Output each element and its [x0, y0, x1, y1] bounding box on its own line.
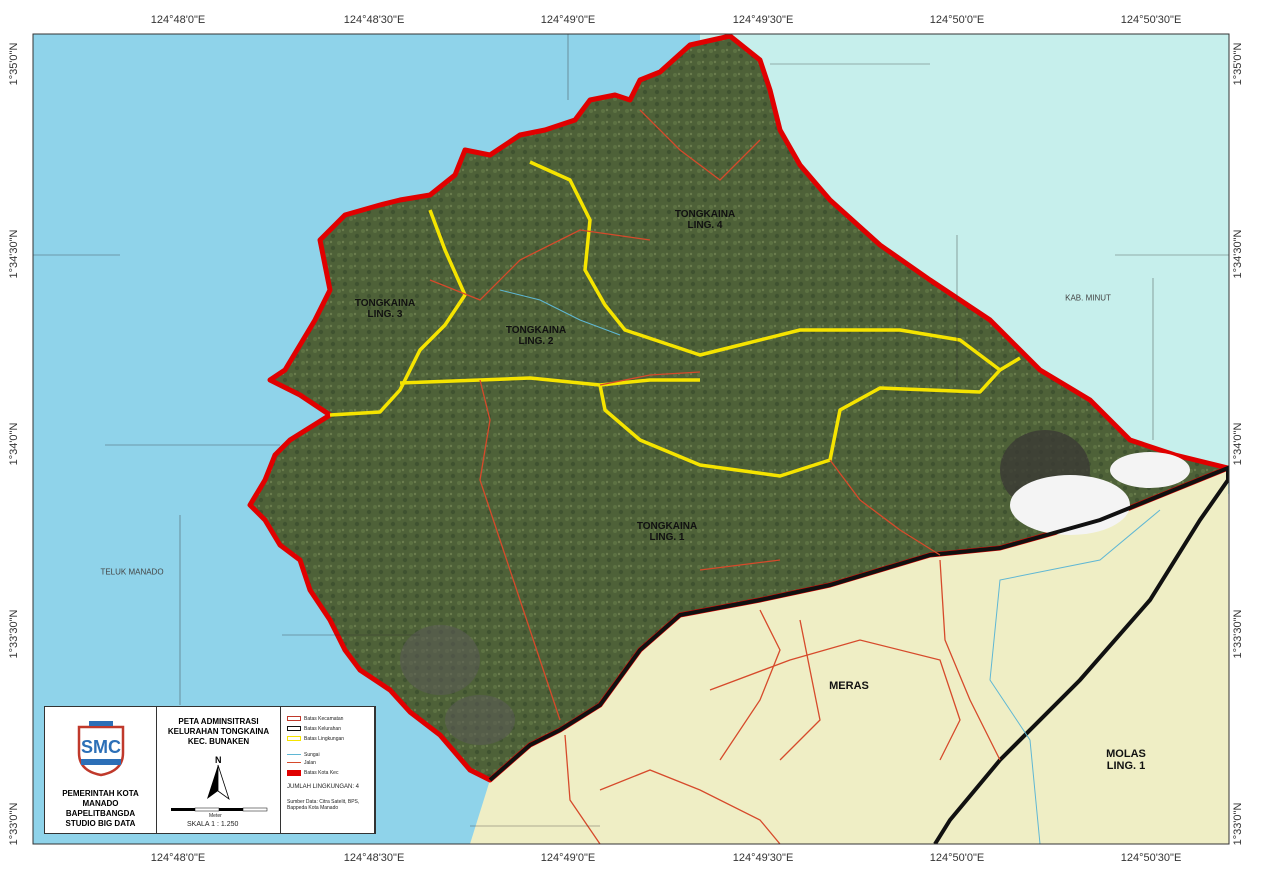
- tongkaina-land: [247, 34, 1229, 783]
- lon-label: 124°48'30"E: [343, 14, 405, 26]
- lon-label: 124°49'30"E: [732, 852, 794, 864]
- legend-swatch: [287, 762, 301, 764]
- legend-swatch: [287, 754, 301, 756]
- legend-count: JUMLAH LINGKUNGAN: 4: [287, 784, 360, 790]
- lon-label: 124°48'0"E: [150, 852, 206, 864]
- lat-label: 1°33'0"N: [8, 802, 20, 846]
- legend-logo-column: SMC PEMERINTAH KOTA MANADO BAPELITBANGDA…: [45, 707, 157, 833]
- legend-items-column: Batas Kecamatan Batas Kelurahan Batas Li…: [281, 707, 375, 833]
- north-arrow-icon: [207, 764, 230, 801]
- lon-label: 124°49'0"E: [540, 14, 596, 26]
- lat-label: 1°33'30"N: [1232, 609, 1244, 659]
- lat-label: 1°34'30"N: [1232, 229, 1244, 279]
- cloud: [1110, 452, 1190, 488]
- area-label-molas[interactable]: MOLAS LING. 1: [1106, 748, 1146, 772]
- lon-label: 124°49'30"E: [732, 14, 794, 26]
- legend-swatch: [287, 769, 301, 776]
- kelurahan-boundary: [488, 465, 1229, 844]
- legend-item: Batas Kecamatan: [287, 715, 343, 723]
- lon-label: 124°50'30"E: [1120, 852, 1182, 864]
- lon-label: 124°48'0"E: [150, 14, 206, 26]
- legend-swatch: [287, 716, 301, 722]
- area-label-minut: KAB. MINUT: [1065, 293, 1111, 303]
- map-legend: SMC PEMERINTAH KOTA MANADO BAPELITBANGDA…: [44, 706, 376, 834]
- scale-unit: Meter: [209, 813, 222, 819]
- cloud: [1010, 475, 1130, 535]
- legend-item: Batas Lingkungan: [287, 735, 344, 743]
- lon-label: 124°50'0"E: [929, 852, 985, 864]
- city-emblem-icon: SMC: [77, 721, 125, 777]
- area-label-ling1[interactable]: TONGKAINA LING. 1: [636, 521, 698, 543]
- svg-text:SMC: SMC: [81, 737, 121, 757]
- legend-swatch: [287, 726, 301, 732]
- roads: [429, 109, 1001, 844]
- legend-item: Batas Kota Kec: [287, 769, 338, 777]
- legend-title-column: PETA ADMINSITRASI KELURAHAN TONGKAINA KE…: [157, 707, 281, 833]
- lon-label: 124°48'30"E: [343, 852, 405, 864]
- dark-patch: [445, 695, 515, 745]
- map-title: PETA ADMINSITRASI KELURAHAN TONGKAINA KE…: [167, 717, 270, 746]
- dark-patch: [400, 625, 480, 695]
- river: [989, 509, 1161, 844]
- legend-sources: Sumber Data: Citra Satelit, BPS, Bappeda…: [287, 799, 360, 811]
- legend-swatch: [287, 736, 301, 742]
- lon-label: 124°49'0"E: [540, 852, 596, 864]
- legend-item: Sungai: [287, 751, 320, 759]
- north-label: N: [215, 755, 222, 765]
- map-frame: [32, 33, 1230, 845]
- legend-organization: PEMERINTAH KOTA MANADO BAPELITBANGDA STU…: [62, 789, 139, 828]
- area-label-ling4[interactable]: TONGKAINA LING. 4: [674, 209, 736, 231]
- area-label-meras[interactable]: MERAS: [829, 680, 869, 692]
- grid-lines: [33, 34, 1229, 827]
- lat-label: 1°35'0"N: [8, 42, 20, 86]
- lat-label: 1°33'0"N: [1232, 802, 1244, 846]
- lat-label: 1°35'0"N: [1232, 42, 1244, 86]
- scale-text: SKALA 1 : 1.250: [187, 821, 239, 828]
- lat-label: 1°33'30"N: [8, 609, 20, 659]
- lat-label: 1°34'0"N: [8, 422, 20, 466]
- lon-label: 124°50'30"E: [1120, 14, 1182, 26]
- lon-label: 124°50'0"E: [929, 14, 985, 26]
- neighbor-land: [470, 468, 1229, 844]
- legend-item: Batas Kelurahan: [287, 725, 341, 733]
- lat-label: 1°34'30"N: [8, 229, 20, 279]
- area-label-ling3[interactable]: TONGKAINA LING. 3: [354, 298, 416, 320]
- area-label-teluk: TELUK MANADO: [100, 567, 164, 577]
- river: [499, 289, 621, 336]
- legend-item: Jalan: [287, 759, 316, 767]
- lat-label: 1°34'0"N: [1232, 422, 1244, 466]
- area-label-ling2[interactable]: TONGKAINA LING. 2: [505, 325, 567, 347]
- scale-bar: [171, 807, 268, 812]
